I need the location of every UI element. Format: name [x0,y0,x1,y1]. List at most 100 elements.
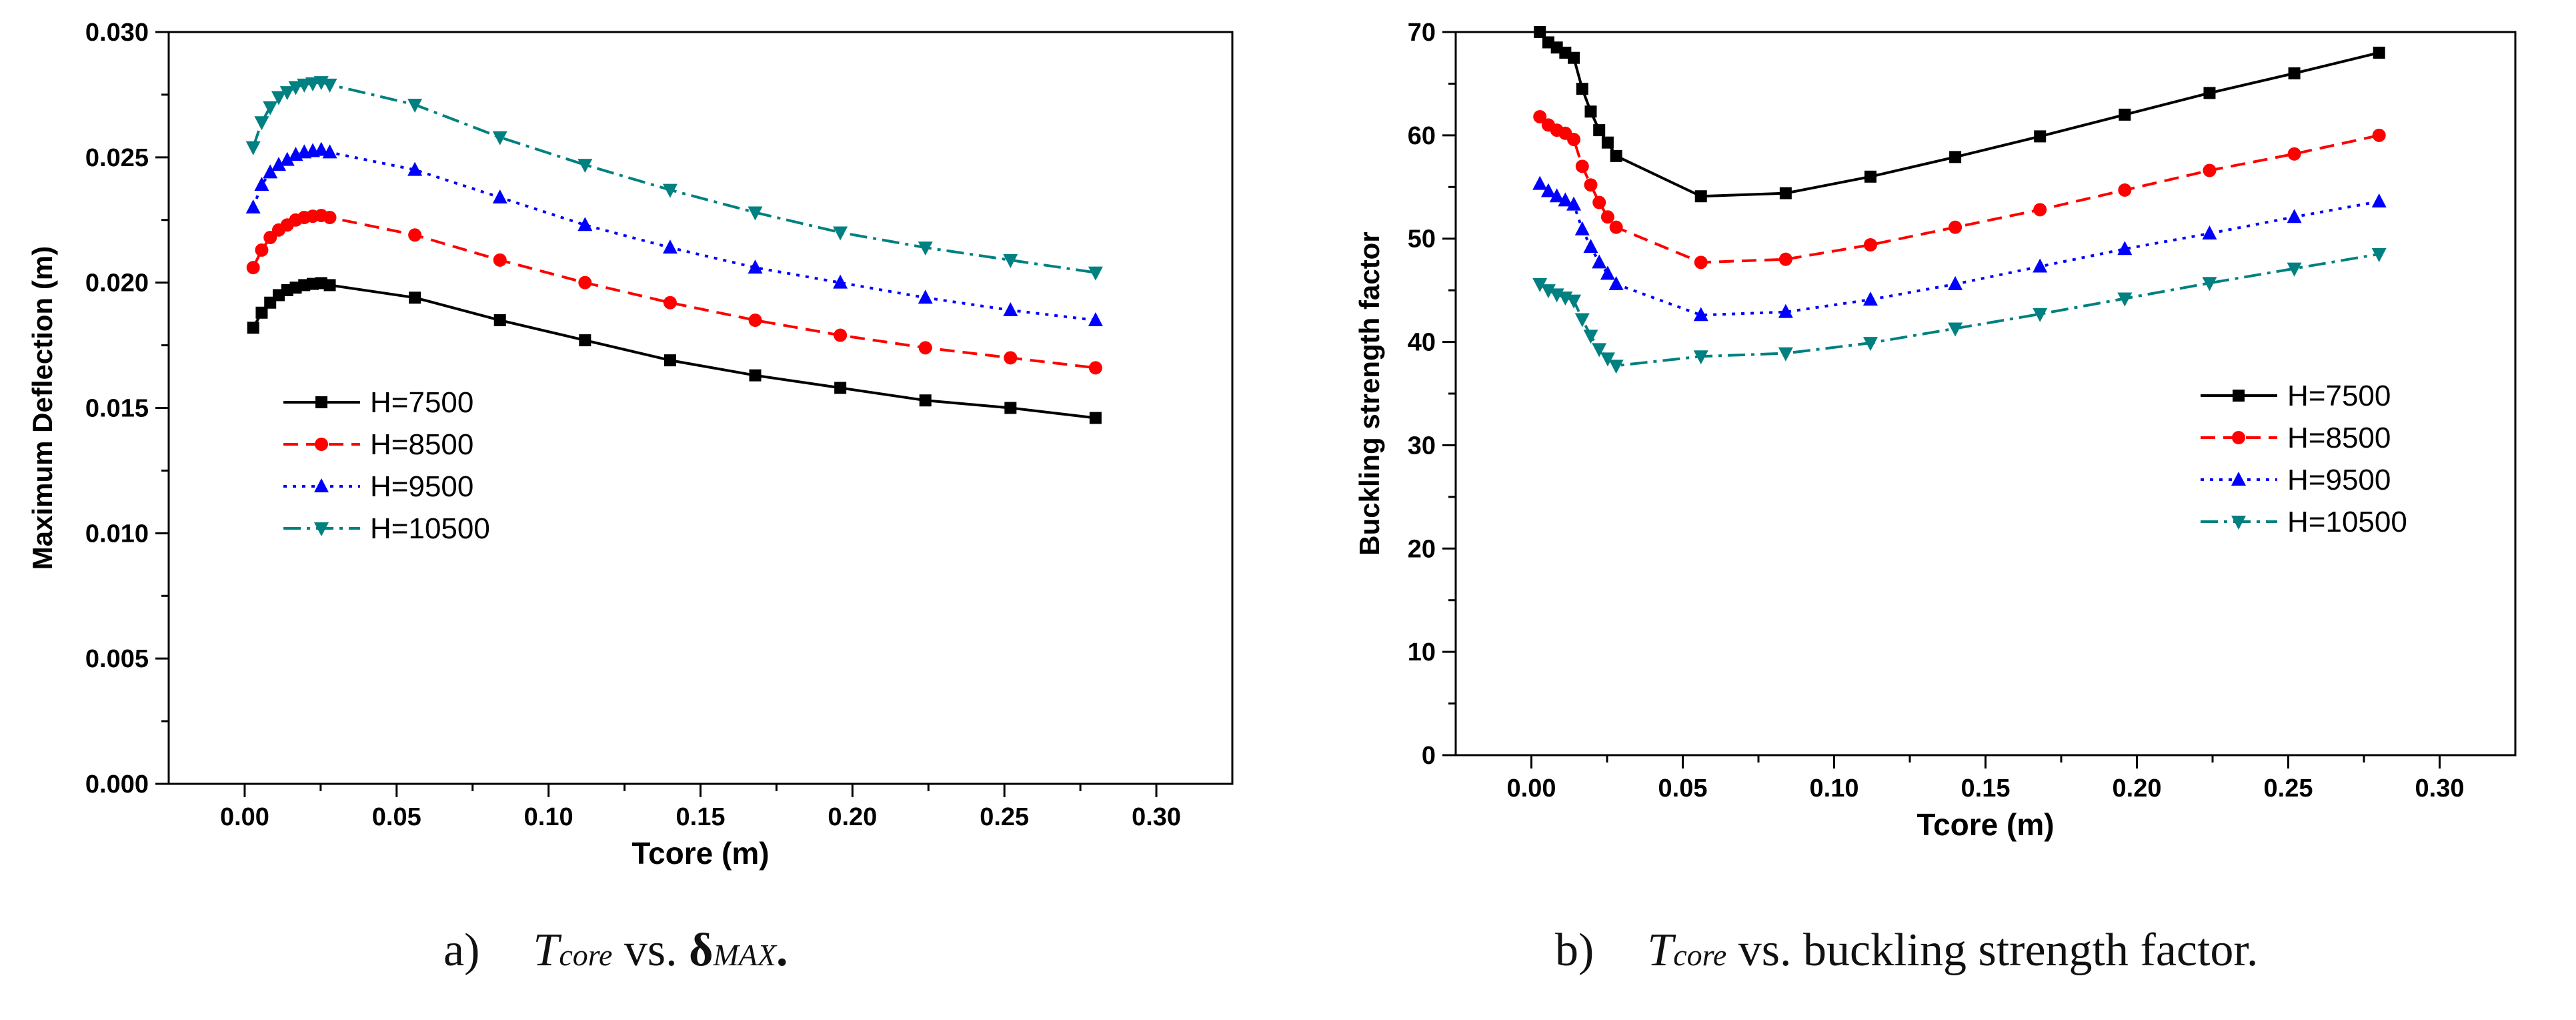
chart-a-series-line-4 [251,81,1096,274]
chart-a-series-2-point [663,296,677,310]
chart-a-series-3-point [322,144,337,159]
chart-b-legend-marker-1 [2233,390,2245,402]
chart-b-x-axis-label: Tcore (m) [1916,807,2054,842]
chart-b-y-tick-label: 0 [1422,742,1436,770]
chart-b-y-tick-label: 20 [1408,535,1436,563]
chart-b-series-3-point [1540,183,1556,197]
chart-a-legend-label-2: H=8500 [370,428,473,461]
chart-b-legend-label-4: H=10500 [2287,506,2407,538]
chart-a-series-4-point [279,86,295,101]
chart-b-x-tick-label: 0.15 [1961,775,2011,803]
chart-b-series-2-point [1584,178,1598,192]
chart-b-series-3-point [1583,239,1598,253]
chart-a-series-1-point [493,314,506,327]
chart-a-y-tick-label: 0.025 [85,144,149,172]
chart-b-series-3-point [2202,225,2217,239]
chart-a-series-3-point [1088,312,1103,327]
chart-b-y-tick-label: 50 [1408,225,1436,253]
chart-b-series-3-point [1600,266,1615,280]
chart-b-series-2-point [1600,210,1614,224]
chart-b-series-3-point [1608,276,1624,290]
chart-b-y-tick-label: 40 [1408,329,1436,357]
chart-b-series-1-point [2288,67,2301,79]
chart-b-series-1-point [1779,187,1792,199]
chart-b-series-2-point [1592,195,1606,209]
chart-a-series-1-point [255,306,268,319]
chart-b-series-3-point [1592,254,1607,269]
caption-b-var-sub: core [1673,938,1727,972]
chart-b-x-tick-label: 0.10 [1810,775,1859,803]
chart-b-series-4-point [1592,343,1607,358]
chart-a-series-4-point [288,81,303,95]
chart-b-x-tick-label: 0.00 [1507,775,1556,803]
chart-b-series-4-point [1574,313,1590,328]
chart-b-series-4-point [1608,360,1624,374]
chart-b-series-3-point [1558,192,1573,207]
chart-b-series-3-point [2033,258,2048,273]
chart-a-series-2-point [1004,351,1018,365]
chart-b-series-1-point [2034,130,2047,143]
chart-b-series-4-point [2033,308,2048,322]
chart-b-legend-label-3: H=9500 [2287,464,2391,496]
chart-a-series-3-point [748,260,763,274]
chart-a-series-2-point [1088,361,1102,375]
chart-b-series-2-point [1575,159,1589,173]
chart-a-series-3-point [263,164,278,179]
chart-a-series-3-point [918,290,933,304]
chart-a-series-2-point [918,341,932,355]
chart-b-y-tick-label: 10 [1408,638,1436,666]
chart-a-series-4-point [322,78,337,93]
chart-a-series-2-point [748,314,762,328]
chart-a-legend-label-1: H=7500 [370,386,473,419]
chart-a-series-3-point [1003,302,1018,316]
chart-b-series-2-point [1949,220,1963,234]
chart-a-series-3-point [833,274,848,289]
chart-a-legend-label-4: H=10500 [370,512,490,545]
caption-a-var-sub: core [559,938,613,972]
chart-a-series-3-point [662,239,678,254]
chart-b-x-tick-label: 0.20 [2113,775,2162,803]
caption-b-mid: vs. buckling strength factor. [1726,925,2259,976]
chart-b-series-2-point [2118,183,2132,197]
chart-b-x-tick-label: 0.30 [2415,775,2465,803]
chart-a-x-tick-label: 0.05 [372,803,421,831]
chart-b-y-tick-label: 60 [1408,122,1436,150]
chart-a-series-4-point [1088,266,1103,281]
chart-b-series-3-point [1862,292,1878,306]
chart-b-series-4-point [1948,322,1963,337]
chart-b-x-tick-label: 0.05 [1658,775,1708,803]
chart-a-series-1-point [1004,402,1017,414]
chart-a-series-line-3 [251,148,1096,322]
chart-b-series-2-point [2033,203,2047,217]
chart-b-legend-marker-4 [2231,516,2246,530]
chart-a-x-tick-label: 0.10 [524,803,573,831]
chart-b-series-1-point [1584,105,1597,118]
chart-b-series-4-point [1583,330,1598,344]
chart-b-series-3-point [1532,175,1548,190]
chart-a-y-tick-label: 0.020 [85,270,149,298]
chart-a-series-3-point [279,151,295,166]
chart-b-series-2-point [1533,109,1547,123]
chart-a-series-2-point [408,228,422,242]
chart-b-series-2-point [1609,220,1623,234]
caption-a-end: . [776,925,788,976]
chart-b-legend-label-2: H=8500 [2287,422,2391,454]
chart-a-y-tick-label: 0.005 [85,645,149,673]
caption-b-var: T [1647,925,1674,976]
chart-b-buckling-strength: 0.00 0.05 0.10 0.15 0.20 0.25 0.30 0 10 20 30 40 50 6… [1354,19,2517,842]
chart-a-series-3-point [313,141,329,156]
chart-b-series-3-point [1566,196,1582,211]
chart-a-x-tick-label: 0.20 [828,803,877,831]
chart-a-series-1-point [749,369,762,382]
caption-a: a) Tcore vs. δMAX. [443,924,788,977]
chart-a-series-2-point [834,328,848,342]
chart-a-series-4-point [1003,253,1018,268]
chart-b-series-1-point [1593,124,1606,137]
chart-b-series-2-point [1567,133,1581,147]
chart-a-legend-marker-3 [314,478,329,492]
chart-b-legend-label-1: H=7500 [2287,380,2391,412]
caption-a-label: a) [443,925,480,976]
chart-a-series-1-point [834,382,847,394]
chart-a-series-3-point [245,199,261,213]
